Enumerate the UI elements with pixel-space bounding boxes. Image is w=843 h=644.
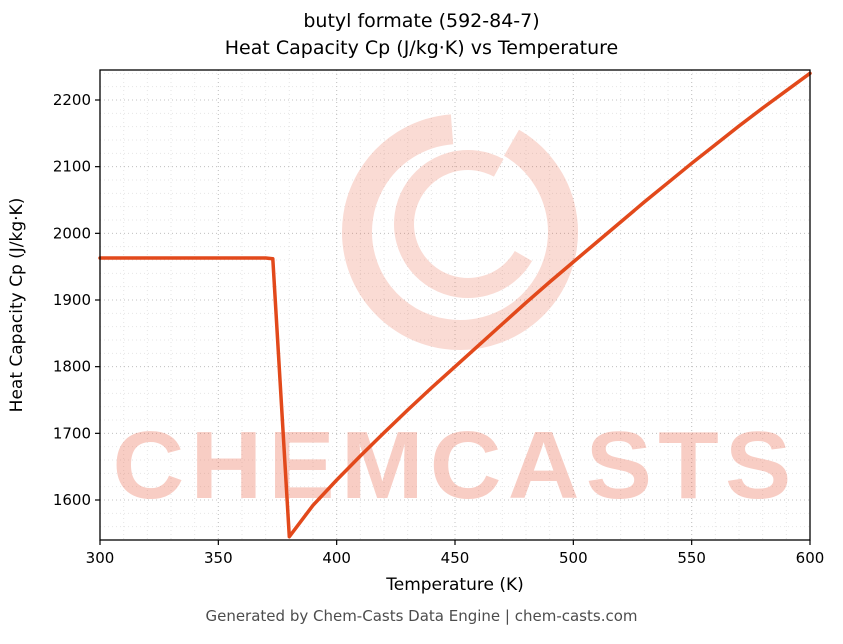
watermark-logo-outer-ring — [342, 113, 578, 350]
x-tick-label: 300 — [86, 549, 115, 567]
chart-title-line2: Heat Capacity Cp (J/kg·K) vs Temperature — [224, 37, 619, 59]
y-tick-label: 2000 — [53, 224, 91, 242]
chart-title: butyl formate (592-84-7) Heat Capacity C… — [0, 8, 843, 62]
x-tick-label: 550 — [677, 549, 706, 567]
watermark-text: CHEMCASTS — [113, 412, 798, 519]
y-axis-label: Heat Capacity Cp (J/kg·K) — [7, 198, 27, 413]
cp-data-line — [98, 71, 812, 539]
watermark-logo-inner-arc — [394, 150, 542, 298]
x-axis-label: Temperature (K) — [385, 575, 524, 595]
chart-title-line1: butyl formate (592-84-7) — [303, 10, 540, 32]
y-tick-label: 2200 — [53, 91, 91, 109]
x-tick-label: 500 — [559, 549, 588, 567]
y-tick-label: 1800 — [53, 358, 91, 376]
x-tick-label: 600 — [796, 549, 825, 567]
y-tick-label: 1600 — [53, 491, 91, 509]
y-tick-label: 2100 — [53, 158, 91, 176]
y-tick-label: 1900 — [53, 291, 91, 309]
x-tick-label: 400 — [322, 549, 351, 567]
y-tick-label: 1700 — [53, 424, 91, 442]
cp-vs-temperature-plot: CHEMCASTS 300 350 400 450 500 550 600 1600 1700 18… — [7, 69, 825, 595]
x-tick-label: 350 — [204, 549, 233, 567]
footer-credit: Generated by Chem-Casts Data Engine | ch… — [205, 607, 638, 625]
x-tick-label: 450 — [441, 549, 470, 567]
